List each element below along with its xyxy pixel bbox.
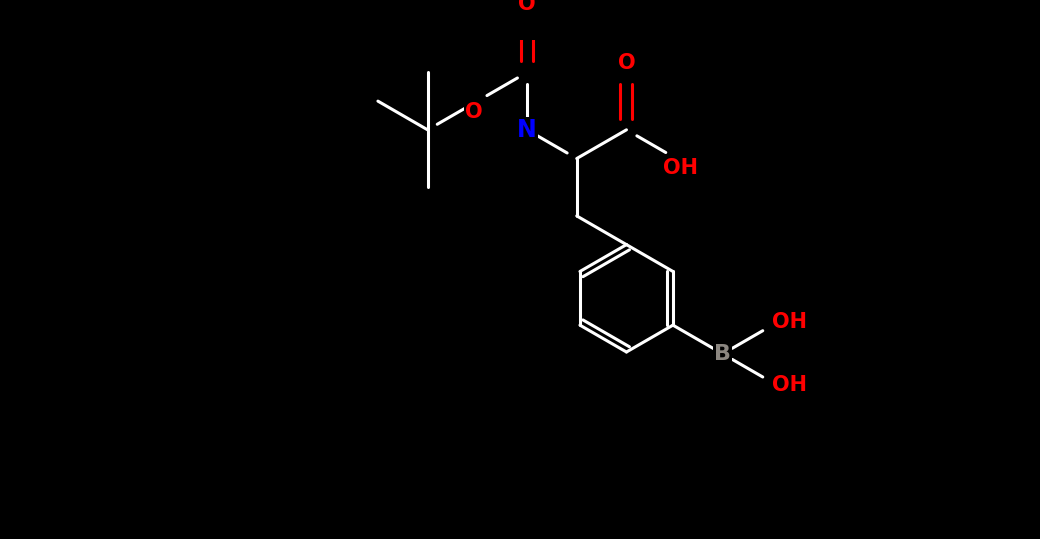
Text: O: O xyxy=(465,102,483,122)
Text: N: N xyxy=(517,118,537,142)
Text: OH: OH xyxy=(664,158,698,178)
Text: O: O xyxy=(518,0,536,14)
Text: OH: OH xyxy=(772,313,807,333)
Text: OH: OH xyxy=(772,375,807,395)
Text: B: B xyxy=(714,344,731,364)
Text: O: O xyxy=(618,53,635,73)
